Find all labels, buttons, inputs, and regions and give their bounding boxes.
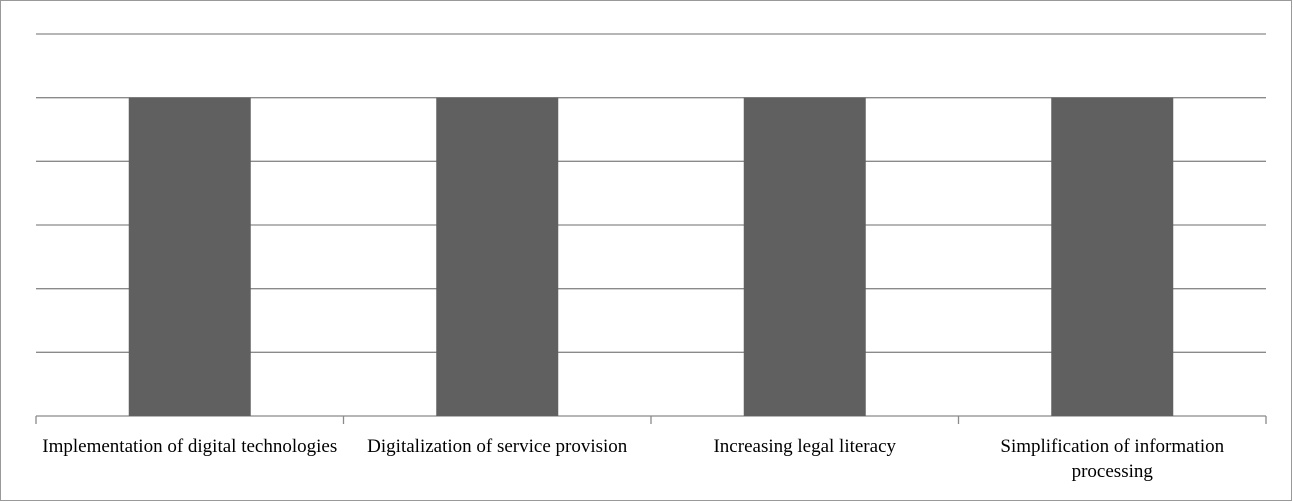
bar	[1051, 97, 1174, 417]
x-tick-label: Increasing legal literacy	[713, 436, 896, 457]
x-tick-label: Simplification of information processing	[1000, 436, 1225, 482]
x-tick-label: Implementation of digital technologies	[42, 436, 338, 457]
bar	[436, 97, 559, 417]
bar	[743, 97, 866, 417]
x-tick-label: Digitalization of service provision	[367, 436, 628, 457]
bar	[128, 97, 251, 417]
